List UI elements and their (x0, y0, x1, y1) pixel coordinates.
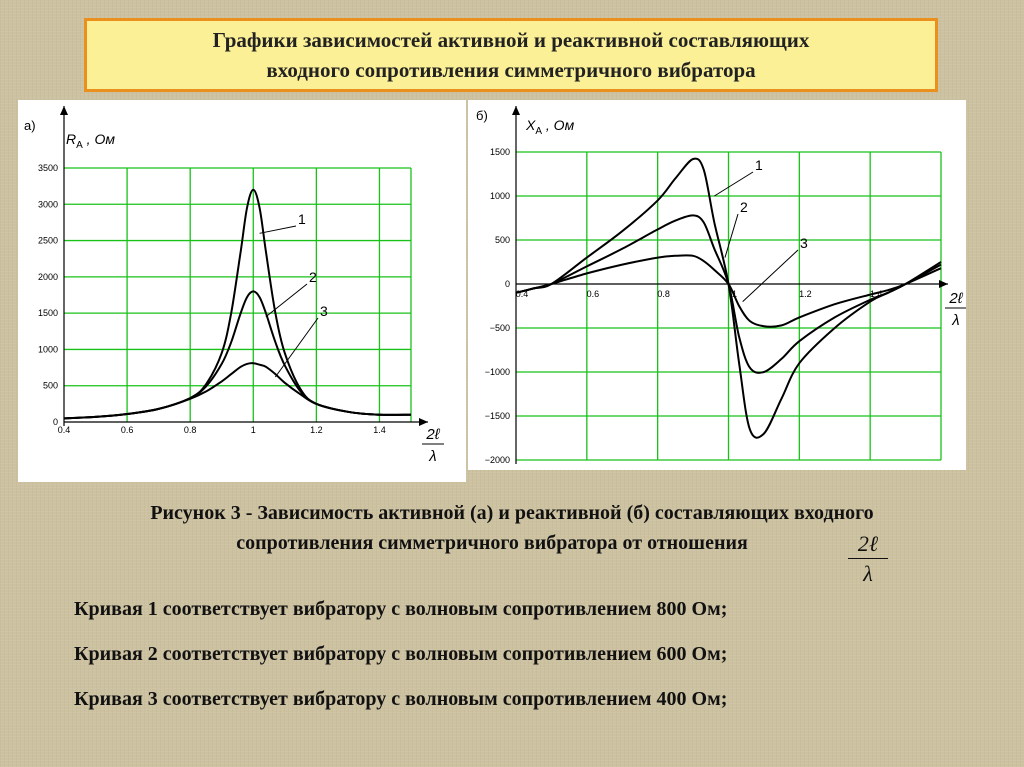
y-tick-label: 0 (505, 279, 510, 289)
x-tick-label: 0.4 (516, 289, 529, 299)
chart-b-svg: 0.4 0.6 0.8 1 1.2 1.4150010005000−500−1000−15… (476, 106, 967, 465)
caption-line-2: сопротивления симметричного вибратора от… (236, 532, 748, 554)
x-tick-label: 1 (251, 425, 256, 435)
y-tick-label: 1000 (490, 191, 510, 201)
x-tick-label: 0.6 (121, 425, 134, 435)
x-axis-arrow-icon (419, 418, 428, 426)
y-axis-label: XA , Ом (525, 117, 575, 137)
curve-3-label: 3 (320, 303, 328, 319)
x-tick-label: 1.2 (310, 425, 323, 435)
curve-3-line (515, 254, 942, 328)
title-line-2: входного сопротивления симметричного виб… (266, 58, 756, 82)
curve-1-label: 1 (298, 211, 306, 227)
x-tick-label: 0.6 (587, 289, 600, 299)
y-tick-label: 3500 (38, 163, 58, 173)
curve-2-leader-line (724, 213, 739, 258)
title-box: Графики зависимостей активной и реактивн… (84, 18, 938, 92)
y-tick-label: −2000 (485, 455, 510, 465)
y-tick-label: −1500 (485, 411, 510, 421)
x-tick-label: 0.8 (657, 289, 670, 299)
y-axis-arrow-icon (512, 106, 520, 115)
curve-note-3: Кривая 3 соответствует вибратору с волно… (74, 688, 728, 710)
figure-caption: Рисунок 3 - Зависимость активной (а) и р… (0, 498, 1024, 558)
y-axis-label: RA , Ом (66, 131, 115, 151)
curve-3-label: 3 (800, 235, 808, 251)
curve-3-leader-line (274, 317, 319, 378)
title-line-1: Графики зависимостей активной и реактивн… (212, 28, 810, 52)
y-tick-label: 0 (53, 417, 58, 427)
caption-line-1: Рисунок 3 - Зависимость активной (а) и р… (150, 502, 874, 524)
curve-1-label: 1 (755, 157, 763, 173)
y-axis-arrow-icon (60, 106, 68, 115)
y-tick-label: 3000 (38, 199, 58, 209)
chart-a-svg: 0.4 0.6 0.8 1 1.2 1.4 0 500 1000 1500 2000 2500 3000… (24, 106, 444, 465)
curve-1-leader-line (714, 171, 754, 197)
y-tick-label: 2000 (38, 272, 58, 282)
x-axis-label-denominator: λ (951, 312, 959, 329)
curve-3-leader-line (742, 249, 799, 302)
caption-fraction-denominator: λ (863, 561, 873, 586)
chart-panel-b: 0.4 0.6 0.8 1 1.2 1.4 1500 1000 500 0 −500 −1000 −15… (468, 100, 967, 470)
curve-2-label: 2 (740, 199, 748, 215)
y-tick-label: 500 (495, 235, 510, 245)
caption-fraction-numerator: 2ℓ (848, 530, 888, 559)
chart-panel-a: 0.4 0.6 0.8 1 1.2 1.4 0 500 1000 1500 2000 2500 3000… (18, 100, 466, 482)
y-tick-label: −500 (490, 323, 510, 333)
curve-1-leader-line (259, 225, 297, 234)
curve-note-1: Кривая 1 соответствует вибратору с волно… (74, 598, 728, 620)
curve-note-2: Кривая 2 соответствует вибратору с волно… (74, 643, 728, 665)
x-tick-label: 0.8 (184, 425, 197, 435)
y-tick-label: 1000 (38, 344, 58, 354)
y-tick-label: −1000 (485, 367, 510, 377)
panel-label: а) (24, 118, 36, 133)
caption-fraction: 2ℓ λ (848, 530, 888, 589)
x-axis-arrow-icon (939, 280, 948, 288)
curve-3-line (63, 362, 412, 420)
panel-label: б) (476, 108, 488, 123)
curve-1-line (63, 188, 412, 420)
x-tick-label: 1.4 (373, 425, 386, 435)
x-axis-label-denominator: λ (428, 448, 436, 465)
x-tick-label: 0.4 (58, 425, 71, 435)
y-tick-label: 1500 (490, 147, 510, 157)
y-tick-label: 2500 (38, 236, 58, 246)
y-tick-label: 1500 (38, 308, 58, 318)
curve-2-label: 2 (309, 269, 317, 285)
curve-2-leader-line (265, 283, 308, 318)
curve-2-line (63, 290, 412, 420)
y-tick-label: 500 (43, 381, 58, 391)
x-tick-label: 1.2 (799, 289, 812, 299)
x-axis-label-numerator: 2ℓ (948, 290, 963, 307)
x-axis-label-numerator: 2ℓ (425, 426, 440, 443)
